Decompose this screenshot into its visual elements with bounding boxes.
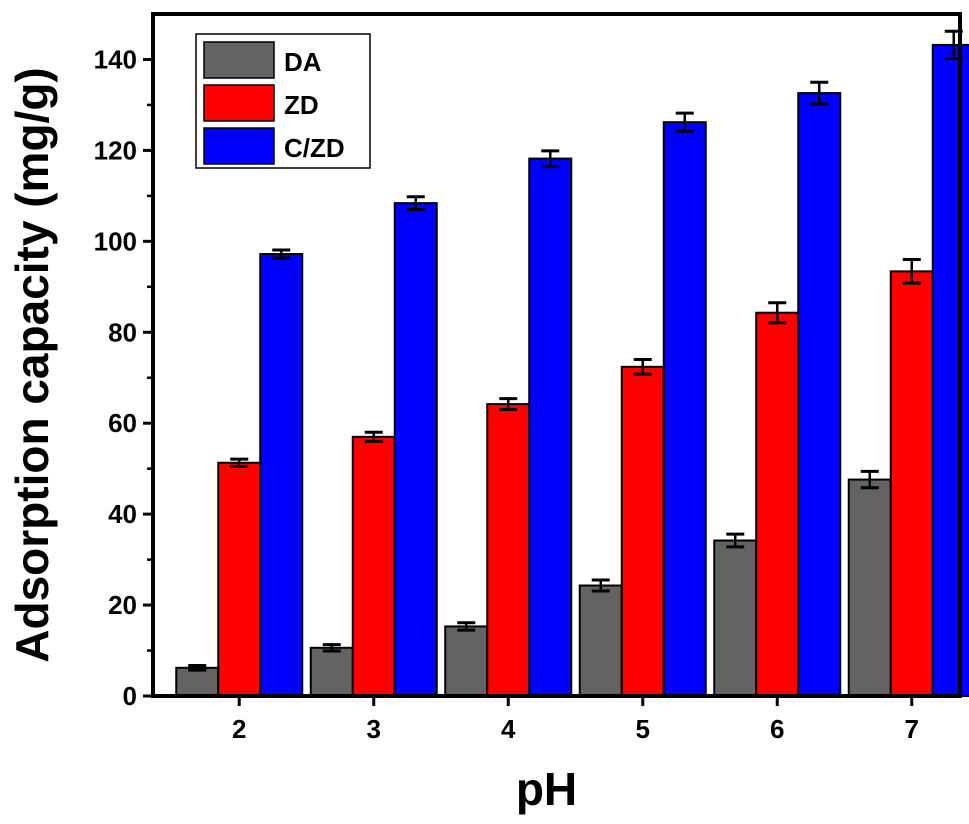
error-bar-zd-ph-2	[230, 457, 249, 468]
legend-swatch-da	[203, 41, 275, 79]
x-tick-label-4: 4	[501, 714, 516, 744]
bar-da-ph-2	[175, 666, 220, 698]
error-bar-zd-ph-6	[768, 301, 787, 325]
bar-zd-ph-6	[755, 311, 800, 697]
legend-label-da: DA	[284, 47, 322, 77]
ticks-layer: 0 20 40 60 80 100 120 140 2 3 4 5 6 7	[94, 44, 919, 744]
bar-c-zd-ph-7	[931, 43, 969, 697]
error-bar-da-ph-4	[457, 621, 476, 632]
plot-frame	[151, 12, 962, 698]
y-tick-label-140: 140	[94, 44, 137, 74]
bar-zd-ph-5	[620, 365, 665, 697]
bar-da-ph-3	[309, 646, 354, 698]
legend-swatch-zd	[203, 84, 275, 122]
x-tick-label-7: 7	[905, 714, 919, 744]
bar-da-ph-7	[847, 478, 892, 697]
x-axis-title: pH	[516, 763, 577, 815]
error-bar-c-zd-ph-4	[541, 149, 560, 168]
bar-zd-ph-4	[486, 403, 531, 697]
legend: DA ZD C/ZD	[195, 33, 371, 169]
x-tick-label-6: 6	[770, 714, 784, 744]
bar-da-ph-5	[578, 584, 623, 697]
error-bar-zd-ph-5	[633, 358, 652, 376]
bar-c-zd-ph-4	[528, 157, 573, 698]
bar-da-ph-6	[713, 539, 758, 698]
error-bar-zd-ph-4	[499, 397, 518, 412]
error-bar-da-ph-6	[726, 532, 745, 549]
bar-zd-ph-2	[217, 461, 262, 698]
bar-zd-ph-3	[351, 435, 396, 697]
y-tick-label-80: 80	[108, 317, 137, 347]
y-tick-label-0: 0	[123, 681, 137, 711]
x-tick-label-3: 3	[367, 714, 381, 744]
bar-c-zd-ph-3	[393, 202, 438, 697]
error-bar-da-ph-2	[188, 664, 207, 672]
error-bar-c-zd-ph-6	[810, 80, 829, 106]
bar-c-zd-ph-5	[662, 121, 707, 697]
error-bar-da-ph-5	[591, 578, 610, 593]
y-axis-title: Adsorption capacity (mg/g)	[6, 67, 58, 662]
y-tick-label-120: 120	[94, 135, 137, 165]
error-bar-c-zd-ph-2	[272, 248, 291, 260]
y-tick-label-60: 60	[108, 408, 137, 438]
error-bar-c-zd-ph-5	[675, 111, 694, 133]
y-tick-label-20: 20	[108, 590, 137, 620]
legend-swatch-c-zd	[203, 127, 275, 165]
y-tick-label-40: 40	[108, 499, 137, 529]
bar-da-ph-4	[444, 625, 489, 697]
y-tick-label-100: 100	[94, 226, 137, 256]
error-bar-da-ph-7	[860, 469, 879, 490]
error-bar-zd-ph-7	[902, 258, 921, 285]
bar-c-zd-ph-6	[797, 92, 842, 697]
legend-label-zd: ZD	[284, 90, 319, 120]
bar-c-zd-ph-2	[259, 253, 304, 697]
x-tick-label-5: 5	[636, 714, 650, 744]
error-bar-da-ph-3	[322, 643, 341, 653]
error-bar-c-zd-ph-3	[406, 195, 425, 212]
bar-zd-ph-7	[889, 270, 934, 697]
error-bar-zd-ph-3	[364, 430, 383, 443]
x-tick-label-2: 2	[232, 714, 246, 744]
legend-label-c-zd: C/ZD	[284, 133, 345, 163]
